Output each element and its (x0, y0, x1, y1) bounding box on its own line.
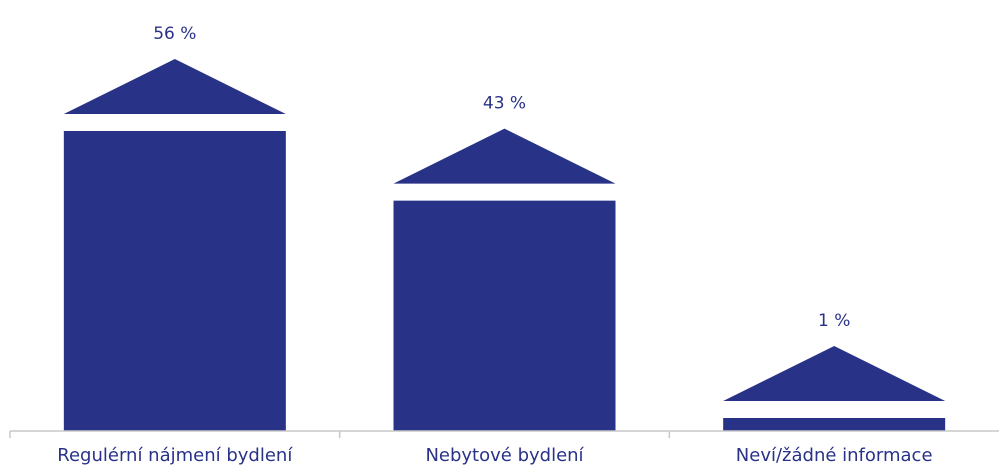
value-label-2: 43 % (483, 94, 526, 114)
bar-1 (63, 131, 286, 431)
value-label-1: 56 % (153, 24, 196, 44)
value-label-3: 1 % (818, 311, 850, 331)
x-axis-ticks (9, 431, 671, 438)
roof-1 (63, 59, 286, 114)
bar-2 (393, 200, 616, 431)
bar-3 (723, 418, 946, 431)
labels-layer: 56 % Regulérní nájmení bydlení 43 % Nebytov… (57, 24, 932, 466)
category-label-3: Neví/žádné informace (736, 445, 933, 466)
roof-2 (393, 128, 616, 184)
bars-layer (63, 59, 946, 431)
category-label-2: Nebytové bydlení (425, 445, 584, 466)
category-label-1: Regulérní nájmení bydlení (57, 445, 293, 466)
roof-3 (723, 346, 946, 401)
